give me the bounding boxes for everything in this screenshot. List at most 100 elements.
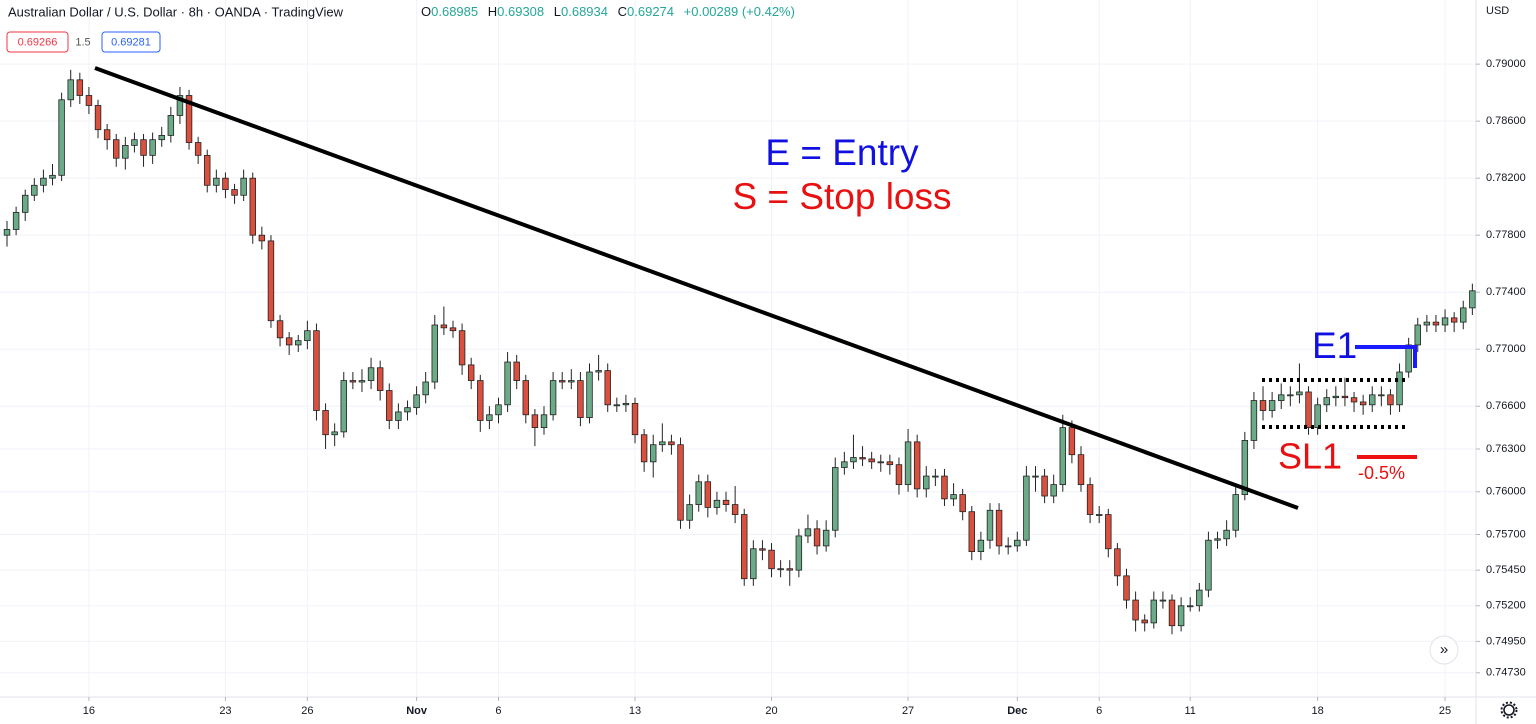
scroll-button[interactable] [1429,635,1459,665]
ohlc-value: 0.68934 [561,4,608,19]
symbol-title: Australian Dollar / U.S. Dollar · 8h · O… [8,4,344,19]
candle-body [1068,427,1076,456]
candle-body [285,337,293,346]
candle-body [1123,575,1130,601]
candle-body [832,467,839,531]
candle-body [467,364,475,381]
candle-body [904,441,912,486]
stop-legend: S = Stop loss [732,176,951,217]
trend-line [94,66,1299,510]
candle-body [1396,371,1403,406]
candle-body [995,509,1003,547]
candle-body [176,95,184,116]
candle-body [1050,484,1057,497]
candle-body [741,514,748,580]
y-tick-label: 0.77400 [1486,286,1526,298]
candle-body [649,444,657,463]
entry-line [1355,345,1417,368]
candle-body [1268,400,1276,411]
candle-body [40,177,47,186]
candle-body [841,461,848,468]
settings-icon-teeth[interactable] [1500,701,1518,719]
candle-body [1323,397,1330,406]
candle-body [1186,605,1194,608]
sell-price[interactable]: 0.69266 [18,36,58,48]
candle-body [759,548,766,551]
candle-body [950,494,957,500]
sell-box[interactable] [6,31,69,53]
candle-body [1132,599,1139,621]
candle-body [313,330,320,411]
change: +0.00289 (+0.42%) [684,4,795,19]
candle-body [1032,475,1039,478]
candle-body [1332,395,1340,399]
buy-box[interactable] [101,31,161,53]
candle-body [1369,394,1376,406]
y-tick-label: 0.75200 [1486,600,1526,612]
candle-body [1150,599,1158,624]
candle-body [677,444,684,521]
candle-body [722,499,730,505]
scroll-icon[interactable]: » [1440,641,1448,658]
candle-body [549,380,557,416]
candle-body [449,327,457,332]
candle-body [750,548,757,580]
candle-body [540,414,548,429]
candle-body [1095,514,1103,516]
candle-body [1259,400,1267,411]
candle-body [813,528,821,547]
candle-body [868,458,875,463]
candle-body [1223,529,1230,540]
candle-body [850,457,857,463]
candle-body [131,139,138,146]
candle-body [158,135,165,141]
candle-body [349,380,357,383]
candle-body [67,79,74,101]
candle-body [167,115,175,136]
candle-body [49,174,56,179]
entry-label: E1 [1312,325,1357,366]
candle-body [1350,397,1358,403]
candle-body [1432,321,1440,326]
candle-body [695,481,702,505]
candle-body [1341,395,1349,399]
candle-body [631,402,639,436]
candle-body [1278,394,1285,401]
candle-body [568,380,575,383]
ohlc-key: H [488,4,497,19]
candle-body [1387,394,1394,406]
candle-body [204,154,211,186]
buy-price[interactable]: 0.69281 [111,36,151,48]
candle-body [458,330,466,366]
ohlc-key: C [618,4,627,19]
x-tick-label: Dec [1007,705,1027,717]
candle-body [986,509,994,541]
x-tick-label: 25 [1439,705,1451,717]
stop-label: SL1 [1278,436,1342,477]
currency-label[interactable]: USD [1486,5,1509,17]
candle-body [149,139,156,156]
candle-body [12,211,20,230]
candle-body [240,177,247,196]
candle-body [877,461,884,464]
x-tick-label: 6 [495,705,501,717]
candle-body [622,402,630,406]
candle-body [959,494,966,513]
candle-body [1159,599,1167,602]
candle-body [1014,539,1021,547]
candle-body [1378,394,1385,397]
candle-body [1359,401,1367,406]
candle-body [1250,400,1258,441]
candle-body [786,568,793,571]
x-tick-label: 26 [301,705,313,717]
candle-body [140,139,147,156]
y-tick-label: 0.75450 [1486,564,1526,576]
candle-body [1114,548,1121,577]
ohlc-values: O0.68985 H0.69308 L0.68934 C0.69274 +0.0… [421,4,795,19]
candle-body [331,431,338,436]
settings-icon[interactable] [1503,704,1515,716]
candle-body [31,184,38,196]
